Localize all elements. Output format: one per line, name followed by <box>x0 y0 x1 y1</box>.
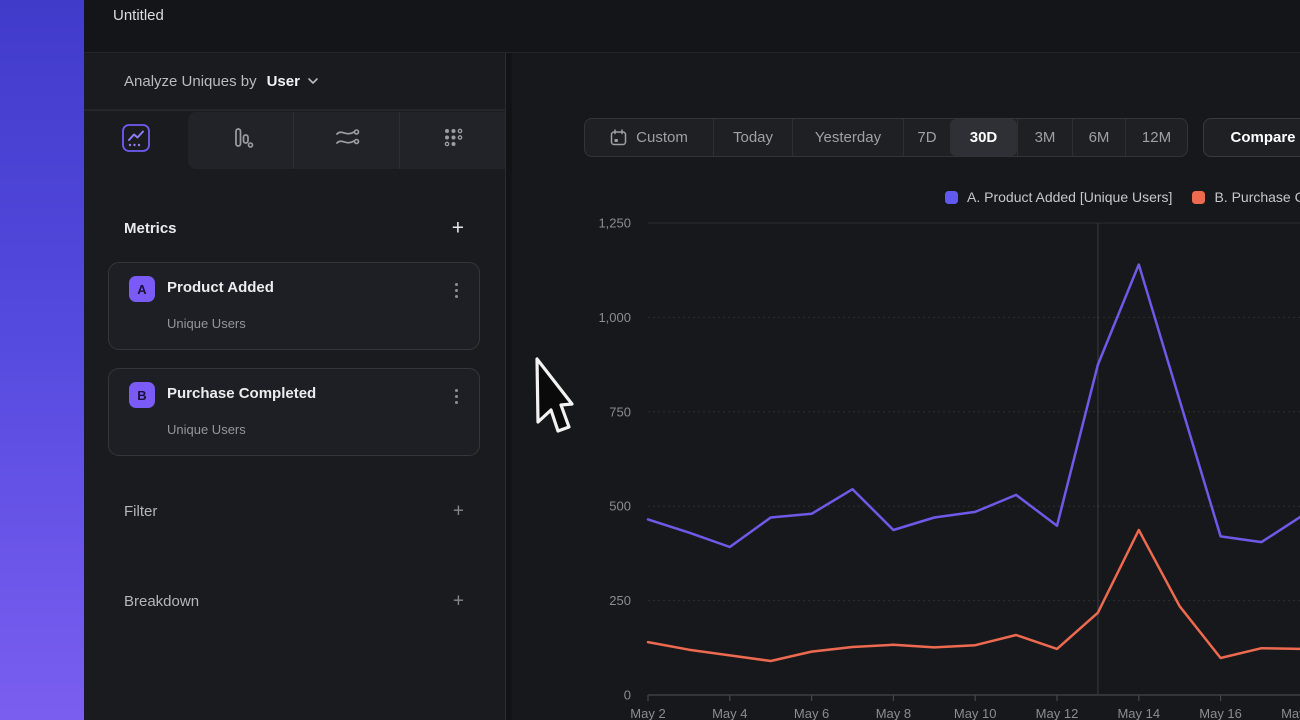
top-header: Untitled <box>84 0 1300 53</box>
y-tick-label: 0 <box>624 688 631 703</box>
tab-strip <box>188 112 505 169</box>
panel-divider <box>505 53 512 720</box>
line-chart-icon <box>121 123 151 158</box>
x-tick-label: May 16 <box>1199 706 1242 720</box>
metrics-title: Metrics <box>124 220 177 237</box>
filter-title: Filter <box>124 503 157 520</box>
metrics-section-header: Metrics + <box>84 213 505 243</box>
metric-badge-b: B <box>129 382 155 408</box>
x-tick-label: May 18 <box>1281 706 1300 720</box>
chevron-down-icon[interactable] <box>307 77 319 85</box>
x-tick-label: May 2 <box>630 706 665 720</box>
chart-area: CustomTodayYesterday7D30D3M6M12M Compare… <box>512 53 1300 720</box>
metric-subtitle[interactable]: Unique Users <box>167 316 246 331</box>
tab-bar-chart[interactable] <box>188 112 293 169</box>
x-tick-label: May 6 <box>794 706 829 720</box>
add-metric-button[interactable]: + <box>452 218 464 239</box>
metric-subtitle[interactable]: Unique Users <box>167 422 246 437</box>
y-tick-label: 500 <box>609 499 631 514</box>
left-gradient-rail <box>0 0 84 720</box>
analyze-row: Analyze Uniques by User <box>84 53 505 110</box>
report-title[interactable]: Untitled <box>113 7 164 24</box>
add-filter-button[interactable]: + <box>453 502 464 521</box>
breakdown-title: Breakdown <box>124 593 199 610</box>
chart-type-tabs <box>84 110 505 170</box>
series-line-b <box>648 530 1300 661</box>
query-builder-panel: Analyze Uniques by User <box>84 53 505 720</box>
y-tick-label: 250 <box>609 593 631 608</box>
kebab-menu-icon[interactable] <box>455 289 458 292</box>
x-tick-label: May 4 <box>712 706 747 720</box>
metric-title: Purchase Completed <box>167 385 316 402</box>
metric-title: Product Added <box>167 279 274 296</box>
x-tick-label: May 14 <box>1117 706 1160 720</box>
filter-section-header: Filter + <box>84 496 505 526</box>
flow-icon <box>332 125 362 156</box>
add-breakdown-button[interactable]: + <box>453 592 464 611</box>
metric-card-product-added[interactable]: A Product Added Unique Users <box>108 262 480 350</box>
line-chart-canvas: May 2 May 4 May 6 May 8 May 10 May 12 May 14 Ma… <box>512 53 1300 720</box>
breakdown-section-header: Breakdown + <box>84 586 505 616</box>
metric-badge-a: A <box>129 276 155 302</box>
tab-metric-grid[interactable] <box>399 112 505 169</box>
tab-flow[interactable] <box>293 112 399 169</box>
y-tick-label: 1,000 <box>598 310 631 325</box>
y-tick-label: 750 <box>609 404 631 419</box>
bar-chart-icon <box>227 124 255 157</box>
metric-grid-icon <box>440 125 466 156</box>
y-tick-label: 1,250 <box>598 216 631 231</box>
analyze-value-dropdown[interactable]: User <box>267 73 300 90</box>
x-tick-label: May 10 <box>954 706 997 720</box>
metric-card-purchase-completed[interactable]: B Purchase Completed Unique Users <box>108 368 480 456</box>
series-line-a <box>648 265 1300 548</box>
tab-line-chart[interactable] <box>84 111 188 170</box>
x-tick-label: May 8 <box>876 706 911 720</box>
analytics-app: Untitled Analyze Uniques by User <box>0 0 1300 720</box>
kebab-menu-icon[interactable] <box>455 395 458 398</box>
x-tick-label: May 12 <box>1036 706 1079 720</box>
analyze-label: Analyze Uniques by <box>124 73 257 90</box>
